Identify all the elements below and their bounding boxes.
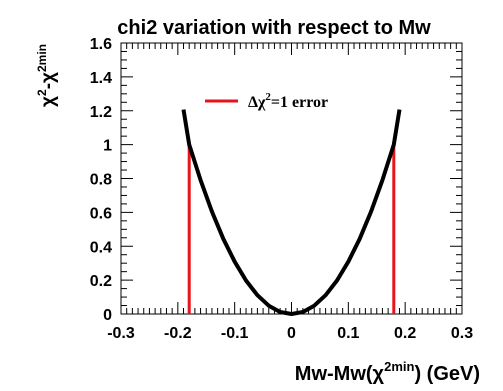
y-tick-label: 0.2 (90, 273, 112, 290)
tick-labels-layer: -0.3 -0.2 -0.1 0 0.1 0.2 0.3 0 0.2 0.4 0.6 0.8 1 1.2 1… (90, 36, 473, 342)
y-tick-label: 1.6 (90, 36, 112, 53)
curve-layer (181, 109, 402, 316)
y-label-chi: χ (38, 96, 59, 107)
series-line (181, 109, 402, 316)
y-label-mid: -χ (38, 72, 59, 89)
svg-text:χ2-χ2min: χ2-χ2min (35, 44, 59, 107)
x-tick-label: 0 (287, 325, 296, 342)
y-tick-label: 0.6 (90, 205, 112, 222)
y-tick-label: 1 (103, 138, 112, 155)
y-label-sub2: min (35, 44, 49, 65)
x-label-sub: min (391, 359, 414, 374)
y-label-sup2: 2 (35, 65, 49, 72)
legend-label: Δχ2=1 error (248, 91, 328, 111)
x-label-sup: 2 (384, 359, 391, 374)
x-tick-label: 0.3 (451, 325, 473, 342)
x-tick-label: -0.3 (107, 325, 135, 342)
x-axis-label: Mw-Mw(χ2min) (GeV) (295, 359, 480, 385)
y-axis-label: χ2-χ2min (35, 44, 59, 107)
x-tick-label: -0.2 (164, 325, 192, 342)
legend-label-suffix: =1 error (271, 94, 328, 111)
y-tick-label: 0 (103, 307, 112, 324)
y-tick-label: 0.8 (90, 172, 112, 189)
legend-label-sup: 2 (265, 91, 271, 103)
y-tick-label: 1.2 (90, 104, 112, 121)
x-tick-label: 0.2 (394, 325, 416, 342)
x-tick-label: 0.1 (337, 325, 359, 342)
legend-label-prefix: Δχ (248, 94, 266, 111)
y-tick-label: 0.4 (90, 239, 112, 256)
error-lines-layer (187, 144, 396, 314)
legend: Δχ2=1 error (205, 91, 328, 111)
x-label-base: Mw-Mw(χ (295, 363, 385, 385)
x-tick-label: -0.1 (221, 325, 249, 342)
plot-frame (120, 42, 463, 315)
y-tick-label: 1.4 (90, 70, 112, 87)
chart-title: chi2 variation with respect to Mw (117, 17, 431, 39)
y-label-sup1: 2 (35, 89, 49, 96)
x-label-tail: ) (GeV) (414, 363, 480, 385)
ticks-layer (120, 42, 463, 315)
